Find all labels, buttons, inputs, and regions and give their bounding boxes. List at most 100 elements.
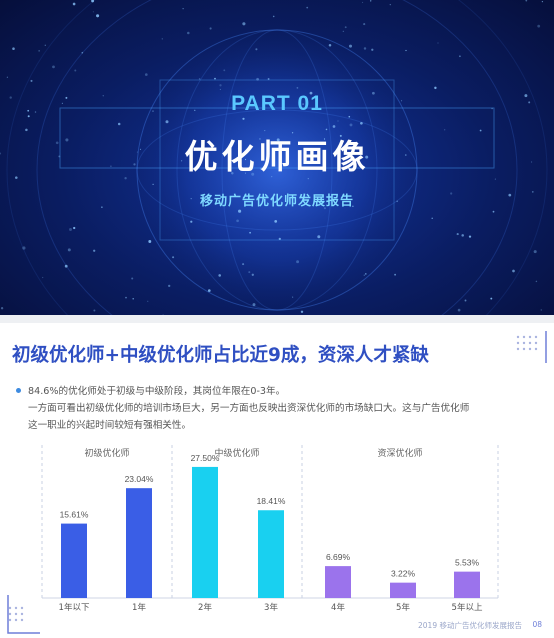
star-dot — [61, 102, 64, 105]
bar — [258, 510, 284, 598]
category-label: 1年 — [132, 602, 146, 613]
star-dot — [124, 177, 127, 180]
star-dot — [194, 109, 196, 111]
star-dot — [38, 50, 40, 52]
star-dot — [133, 163, 136, 166]
star-dot — [9, 96, 12, 99]
star-dot — [352, 205, 354, 208]
star-dot — [537, 24, 541, 28]
star-dot — [64, 264, 68, 268]
star-dot — [464, 299, 467, 302]
star-dot — [524, 94, 528, 98]
star-dot — [344, 26, 347, 29]
star-dot — [252, 303, 256, 307]
star-dot — [117, 122, 121, 126]
star-dot — [152, 183, 154, 186]
slide-separator — [0, 315, 554, 323]
star-dot — [52, 65, 55, 69]
star-dot — [363, 274, 366, 277]
star-dot — [323, 207, 326, 210]
star-dot — [405, 49, 407, 52]
star-dot — [459, 55, 461, 58]
star-dot — [372, 91, 375, 95]
star-dot — [401, 100, 403, 102]
star-dot — [296, 260, 300, 264]
star-dot — [328, 43, 332, 47]
star-dot — [198, 78, 201, 80]
star-dot — [93, 249, 96, 252]
star-dot — [147, 300, 149, 302]
star-dot — [236, 219, 239, 223]
star-dot — [363, 47, 367, 50]
star-dot — [132, 298, 134, 300]
star-dot — [494, 178, 496, 180]
star-dot — [491, 107, 493, 110]
star-dot — [0, 152, 2, 155]
cover-subtitle: 移动广告优化师发展报告 — [199, 194, 354, 209]
category-label: 1年以下 — [59, 602, 90, 613]
star-dot — [67, 248, 71, 252]
bar — [61, 523, 87, 598]
bullet-line: 84.6%的优化师处于初级与中级阶段，其岗位年限在0-3年。 — [28, 386, 286, 397]
group-label: 资深优化师 — [377, 447, 422, 459]
star-dot — [271, 175, 273, 178]
star-dot — [337, 120, 339, 122]
star-dot — [22, 246, 26, 250]
star-dot — [218, 274, 221, 277]
star-dot — [342, 30, 344, 32]
star-dot — [15, 176, 18, 179]
data-label: 18.41% — [257, 496, 286, 506]
category-label: 5年 — [396, 602, 410, 613]
bar — [192, 466, 218, 598]
footer-report-name: 2019 移动广告优化师发展报告 — [418, 621, 522, 630]
star-dot — [242, 263, 245, 266]
star-dot — [396, 200, 398, 203]
star-dot — [93, 309, 96, 312]
star-dot — [55, 141, 59, 145]
star-dot — [161, 38, 163, 40]
star-dot — [25, 128, 28, 132]
star-dot — [131, 277, 134, 280]
star-dot — [305, 161, 309, 164]
star-dot — [242, 117, 245, 120]
star-dot — [81, 51, 84, 54]
data-label: 15.61% — [60, 510, 89, 520]
star-dot — [332, 125, 336, 128]
star-dot — [296, 87, 299, 89]
star-dot — [214, 77, 216, 80]
star-dot — [34, 111, 37, 113]
data-label: 5.53% — [455, 558, 480, 568]
star-dot — [348, 115, 351, 118]
star-dot — [264, 130, 266, 132]
star-dot — [531, 161, 533, 163]
star-dot — [42, 276, 44, 279]
star-dot — [535, 280, 538, 283]
part-label: PART 01 — [231, 92, 323, 115]
star-dot — [172, 256, 175, 259]
star-dot — [508, 193, 512, 197]
star-dot — [73, 226, 76, 230]
star-dot — [444, 129, 446, 131]
star-dot — [139, 148, 142, 150]
star-dot — [300, 310, 304, 313]
bar — [325, 566, 351, 598]
star-dot — [65, 138, 69, 142]
data-label: 3.22% — [391, 569, 416, 579]
star-dot — [209, 27, 212, 30]
star-dot — [306, 6, 309, 9]
globe-background — [0, 0, 548, 315]
bullet-text: 84.6%的优化师处于初级与中级阶段，其岗位年限在0-3年。 一方面可看出初级优… — [16, 383, 528, 434]
star-dot — [456, 233, 459, 236]
bar — [454, 571, 480, 598]
star-dot — [102, 95, 104, 97]
star-dot — [365, 155, 369, 159]
group-label: 初级优化师 — [84, 447, 129, 459]
star-dot — [531, 191, 534, 193]
star-dot — [190, 220, 193, 223]
star-dot — [541, 0, 544, 3]
star-dot — [461, 234, 464, 237]
star-dot — [405, 154, 407, 156]
category-label: 3年 — [264, 602, 278, 613]
star-dot — [276, 138, 280, 142]
